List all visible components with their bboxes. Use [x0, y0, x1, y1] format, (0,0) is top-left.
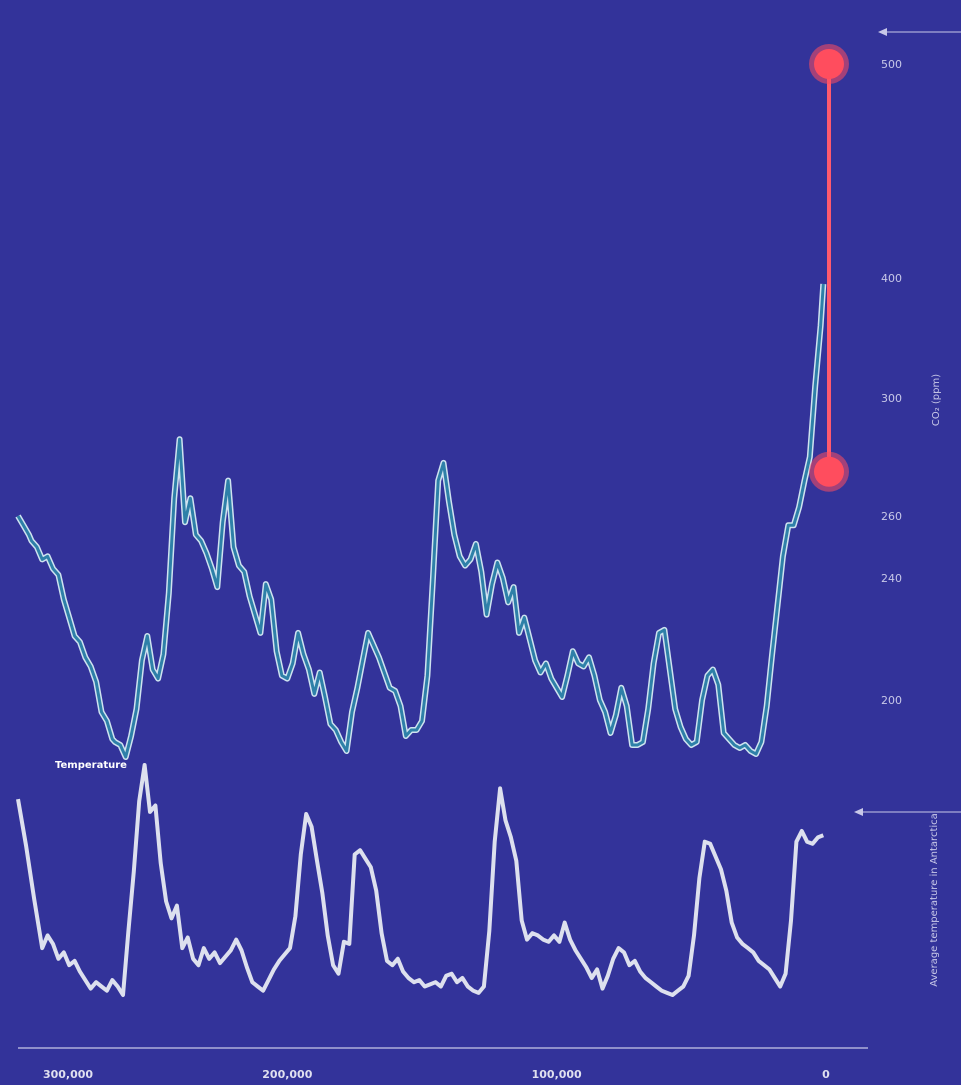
co2-axis-ticks: 200 240 260 300 400 500	[881, 58, 902, 707]
x-axis-ticks: 300,000 200,000 100,000 0	[43, 1068, 830, 1081]
temperature-line	[16, 763, 825, 997]
x-tick-label: 200,000	[262, 1068, 312, 1081]
arrow-top-annotation	[878, 28, 961, 36]
co2-axis-label: CO₂ (ppm)	[931, 374, 942, 426]
co2-tick-label: 300	[881, 392, 902, 405]
projection-marker-top	[814, 49, 844, 79]
co2-series	[15, 283, 827, 760]
temperature-series-label: Temperature	[55, 760, 127, 771]
x-tick-label: 300,000	[43, 1068, 93, 1081]
co2-tick-label: 500	[881, 58, 902, 71]
projection-marker-current	[814, 456, 844, 487]
x-tick-label: 100,000	[532, 1068, 582, 1081]
x-tick-label: 0	[822, 1068, 830, 1081]
projection-group	[809, 44, 849, 492]
co2-tick-label: 200	[881, 694, 902, 707]
co2-tick-label: 400	[881, 272, 902, 285]
co2-line	[16, 283, 825, 759]
temperature-series	[16, 763, 825, 997]
temperature-axis-label: Average temperature in Antarctica	[929, 813, 940, 987]
arrow-temperature-annotation	[854, 808, 961, 816]
co2-tick-label: 260	[881, 510, 902, 523]
co2-tick-label: 240	[881, 572, 902, 585]
